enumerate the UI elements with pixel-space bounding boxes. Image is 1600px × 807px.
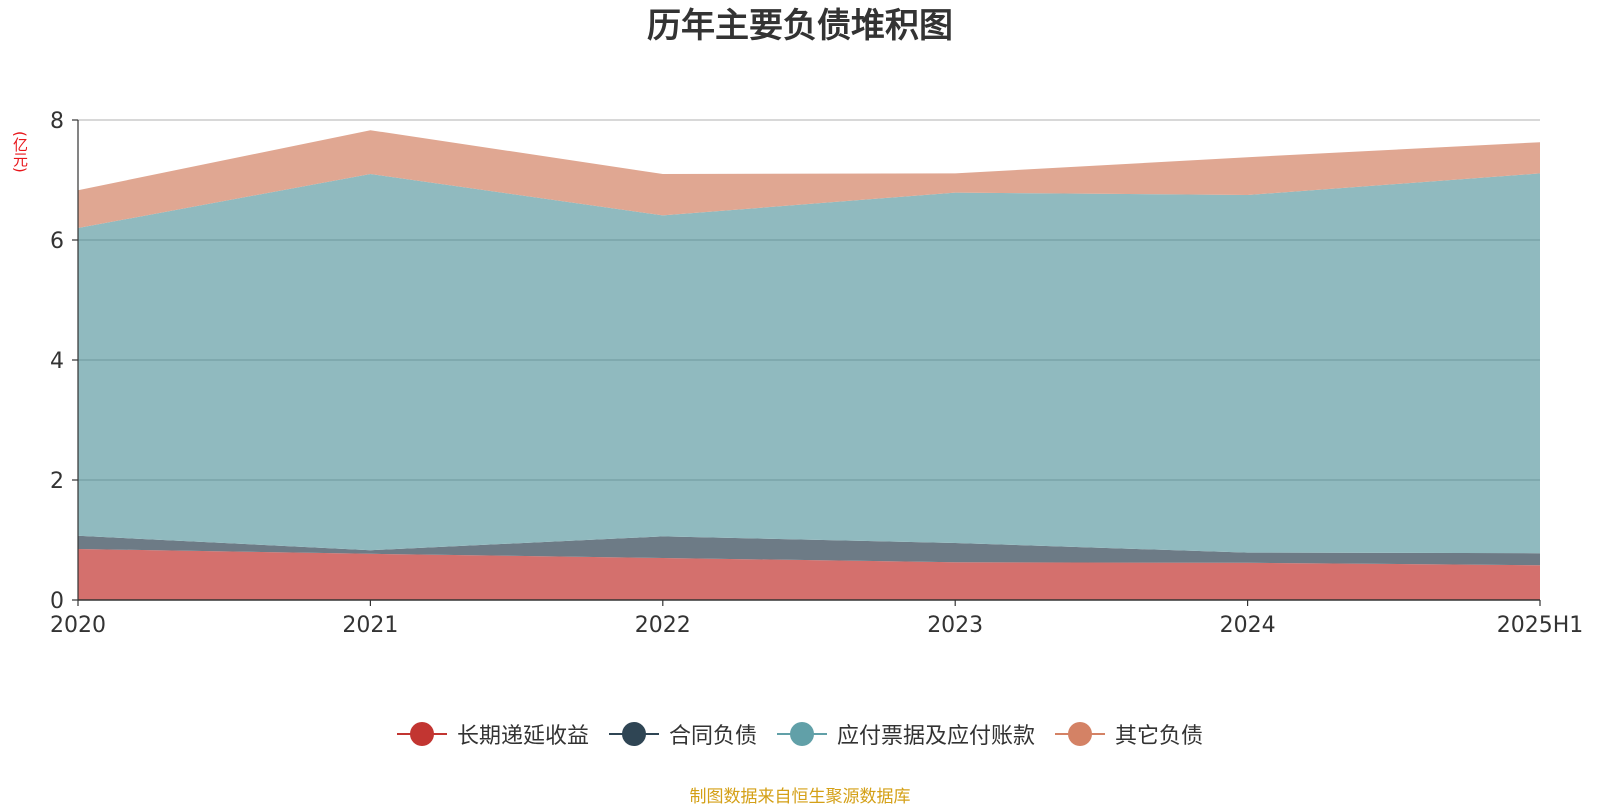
series-area-1 bbox=[78, 535, 1540, 566]
x-tick-label-0: 2020 bbox=[50, 613, 106, 638]
legend-label: 长期递延收益 bbox=[456, 724, 589, 749]
y-tick-label-3: 6 bbox=[50, 229, 64, 254]
x-tick-label-4: 2024 bbox=[1220, 613, 1276, 638]
legend-item-3[interactable]: 其它负债 bbox=[1055, 718, 1203, 750]
legend-label: 应付票据及应付账款 bbox=[837, 724, 1036, 749]
chart-legend: 长期递延收益 合同负债 应付票据及应付账款 其它负债 bbox=[0, 718, 1600, 750]
chart-title: 历年主要负债堆积图 bbox=[647, 6, 953, 46]
legend-item-1[interactable]: 合同负债 bbox=[608, 718, 757, 750]
legend-item-0[interactable]: 长期递延收益 bbox=[396, 718, 589, 750]
legend-label: 合同负债 bbox=[668, 724, 757, 749]
legend-marker-icon bbox=[396, 722, 447, 746]
y-tick-label-2: 4 bbox=[50, 349, 64, 374]
x-tick-label-1: 2021 bbox=[342, 613, 398, 638]
x-tick-label-2: 2022 bbox=[635, 613, 691, 638]
y-tick-label-0: 0 bbox=[50, 589, 64, 614]
x-tick-label-3: 2023 bbox=[927, 613, 983, 638]
series-area-0 bbox=[78, 549, 1540, 600]
series-area-3 bbox=[78, 130, 1540, 228]
legend-marker-icon bbox=[1055, 722, 1106, 746]
series-area-2 bbox=[78, 173, 1540, 554]
legend-marker-icon bbox=[777, 722, 827, 746]
legend-marker-icon bbox=[608, 722, 659, 746]
y-tick-label-1: 2 bbox=[50, 469, 64, 494]
y-axis-unit-label: (亿元) bbox=[11, 131, 29, 173]
x-tick-label-5: 2025H1 bbox=[1497, 613, 1584, 638]
legend-label: 其它负债 bbox=[1115, 724, 1204, 749]
y-tick-label-4: 8 bbox=[50, 109, 64, 134]
legend-item-2[interactable]: 应付票据及应付账款 bbox=[777, 718, 1035, 750]
data-source-note: 制图数据来自恒生聚源数据库 bbox=[689, 787, 911, 807]
